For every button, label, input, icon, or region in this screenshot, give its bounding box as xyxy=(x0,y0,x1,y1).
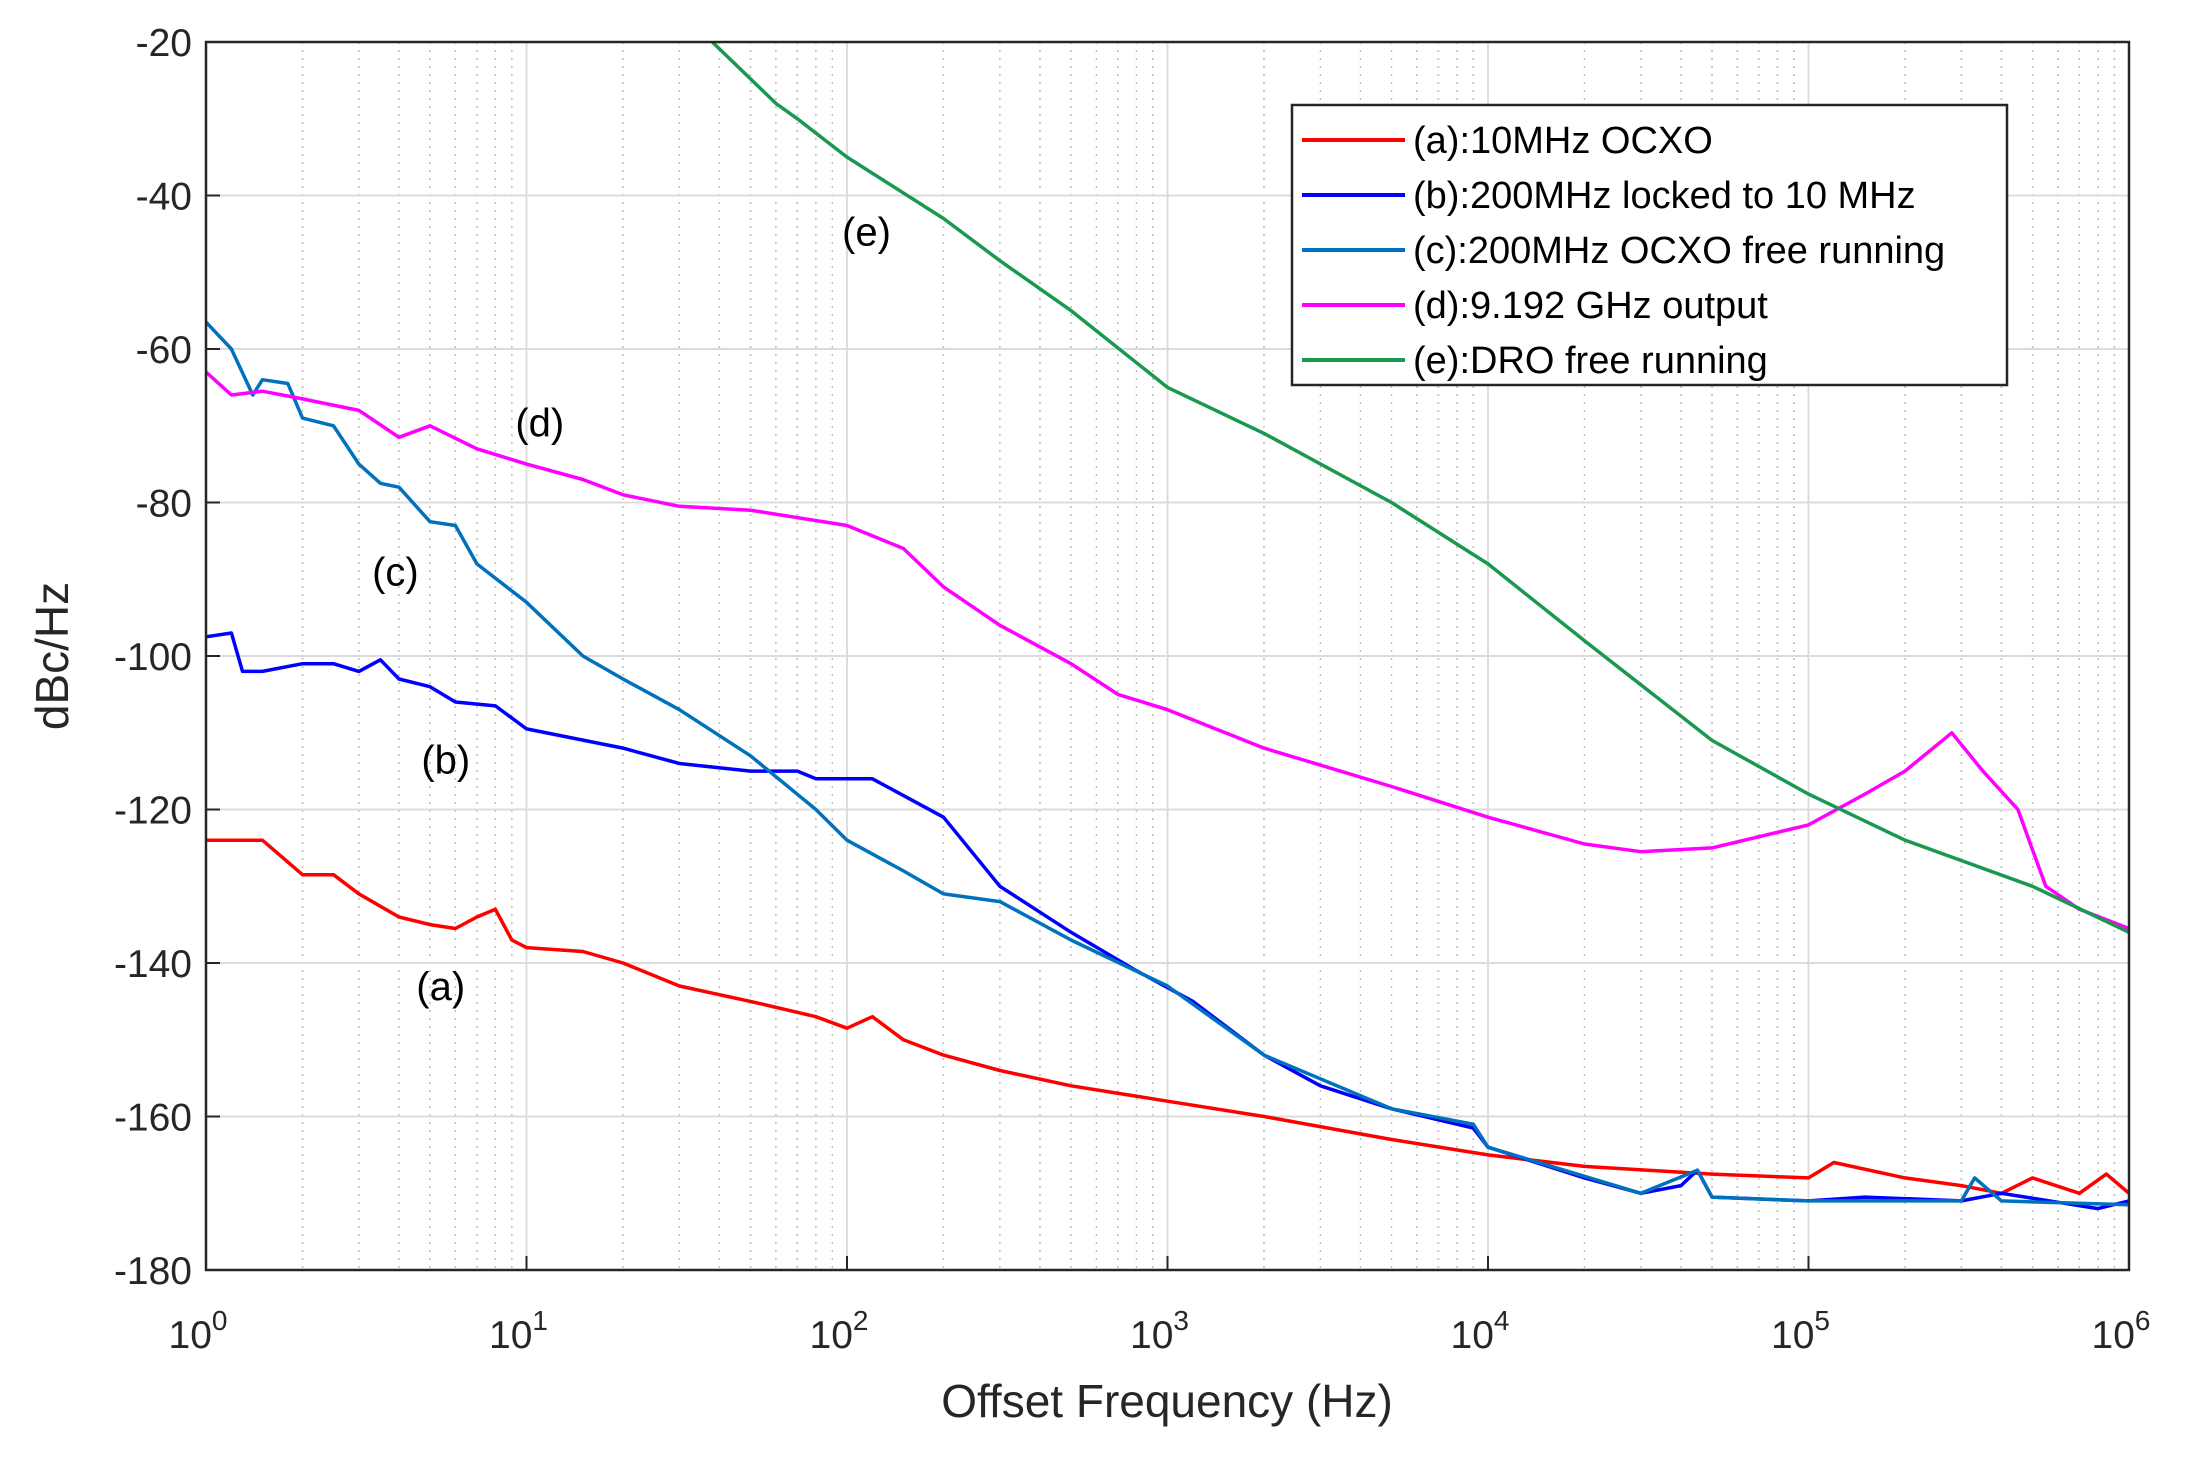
x-tick-label: 105 xyxy=(1771,1305,1830,1357)
legend-entry: (c):200MHz OCXO free running xyxy=(1413,230,1945,272)
curve-annotation: (c) xyxy=(372,551,419,595)
series-lines xyxy=(204,40,2131,1211)
y-tick-label: -40 xyxy=(136,176,192,219)
y-tick-label: -20 xyxy=(136,22,192,65)
series-line xyxy=(204,320,2130,1207)
x-tick-exponent: 6 xyxy=(2135,1305,2151,1336)
x-tick-label: 106 xyxy=(2092,1305,2151,1357)
legend: (a):10MHz OCXO (b):200MHz locked to 10 MH… xyxy=(1290,103,2009,387)
x-axis-label: Offset Frequency (Hz) xyxy=(941,1375,1393,1427)
y-tick-label: -160 xyxy=(114,1097,192,1140)
x-tick-exponent: 2 xyxy=(853,1305,869,1336)
x-tick-label: 104 xyxy=(1451,1305,1510,1357)
curve-annotation: (b) xyxy=(421,739,470,783)
legend-entry: (e):DRO free running xyxy=(1413,340,1768,382)
x-tick-label: 100 xyxy=(169,1305,228,1357)
y-tick-label: -140 xyxy=(114,943,192,986)
x-tick-label: 101 xyxy=(489,1305,548,1357)
annotations: (e) (d) (c) (b) (a) xyxy=(372,211,891,1009)
curve-annotation: (a) xyxy=(416,965,465,1009)
series-line xyxy=(206,838,2131,1196)
legend-entry: (d):9.192 GHz output xyxy=(1413,285,1768,327)
x-tick-exponent: 1 xyxy=(532,1305,548,1336)
x-tick-label: 102 xyxy=(810,1305,869,1357)
x-tick-exponent: 4 xyxy=(1494,1305,1510,1336)
y-axis-label: dBc/Hz xyxy=(26,582,78,730)
y-tick-label: -80 xyxy=(136,483,192,526)
curve-annotation: (e) xyxy=(842,211,891,255)
x-tick-exponent: 5 xyxy=(1814,1305,1830,1336)
legend-entry: (a):10MHz OCXO xyxy=(1413,120,1713,162)
y-tick-label: -180 xyxy=(114,1250,192,1293)
y-tick-label: -120 xyxy=(114,790,192,833)
legend-box xyxy=(1290,103,2009,387)
series-line xyxy=(204,370,2130,931)
legend-entry: (b):200MHz locked to 10 MHz xyxy=(1413,175,1916,217)
x-tick-exponent: 3 xyxy=(1173,1305,1189,1336)
y-tick-label: -60 xyxy=(136,329,192,372)
curve-annotation: (d) xyxy=(515,402,564,446)
series-line xyxy=(711,40,2130,934)
x-tick-exponent: 0 xyxy=(212,1305,228,1336)
y-tick-label: -100 xyxy=(114,636,192,679)
x-tick-label: 103 xyxy=(1130,1305,1189,1357)
